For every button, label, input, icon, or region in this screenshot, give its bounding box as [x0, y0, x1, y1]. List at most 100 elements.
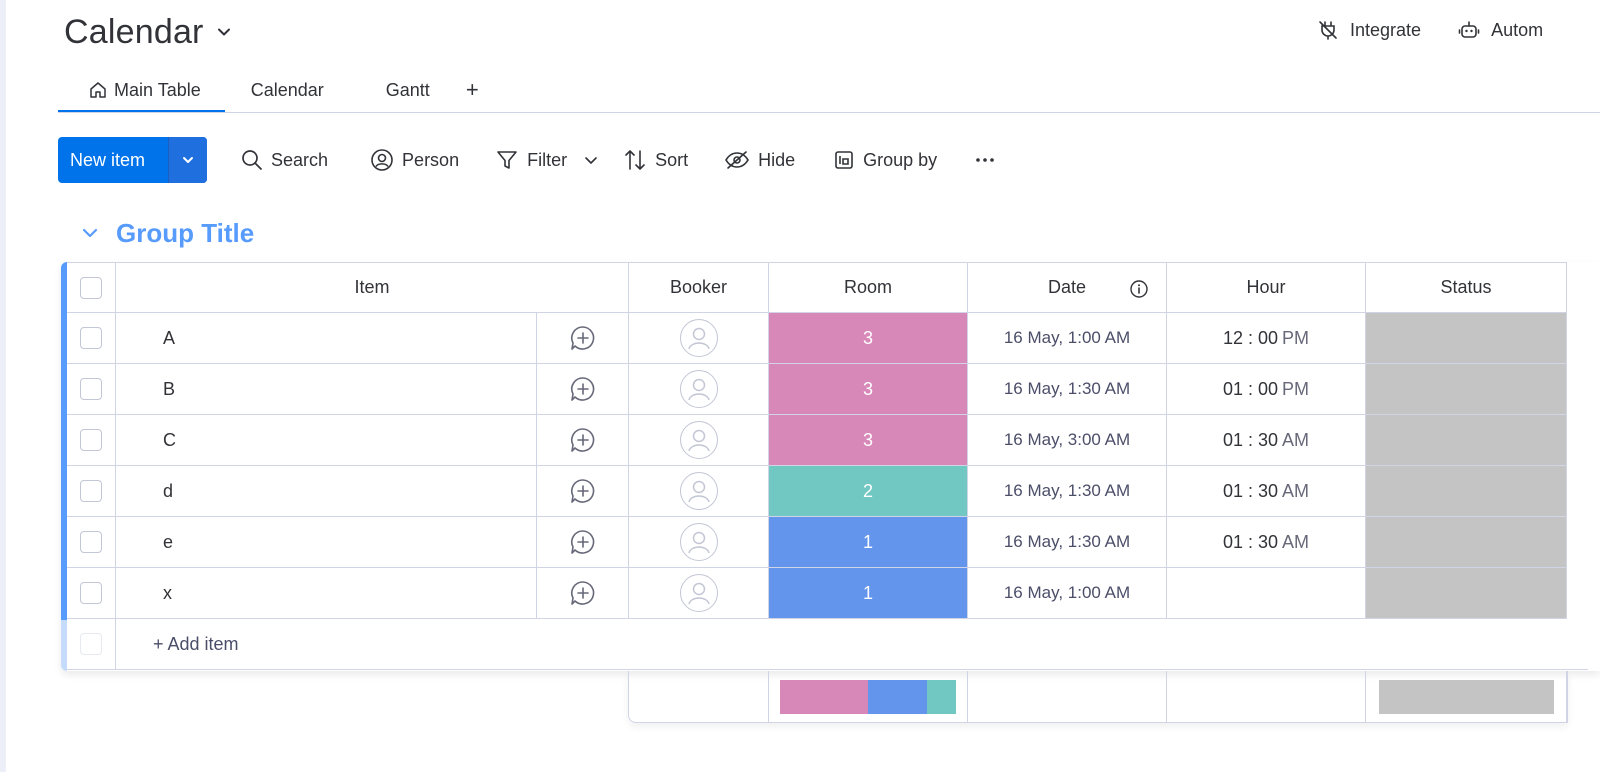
sort-button[interactable]: Sort — [623, 137, 688, 183]
room-cell[interactable]: 3 — [769, 364, 968, 414]
row-checkbox[interactable] — [80, 582, 102, 604]
add-item-cell[interactable]: + Add item — [116, 619, 1588, 669]
status-cell[interactable] — [1366, 415, 1567, 465]
add-update-button[interactable] — [537, 466, 629, 516]
avatar[interactable] — [679, 421, 718, 459]
date-cell[interactable]: 16 May, 3:00 AM — [968, 415, 1167, 465]
row-checkbox[interactable] — [80, 378, 102, 400]
add-update-button[interactable] — [537, 517, 629, 567]
add-view-button[interactable]: + — [465, 77, 479, 102]
room-cell[interactable]: 2 — [769, 466, 968, 516]
booker-cell[interactable] — [629, 466, 769, 516]
avatar[interactable] — [679, 574, 718, 612]
hour-cell[interactable]: 01 : 00 PM — [1167, 364, 1366, 414]
filter-dropdown-button[interactable] — [583, 137, 599, 183]
row-checkbox[interactable] — [80, 429, 102, 451]
column-header-item-label: Item — [354, 277, 390, 297]
avatar[interactable] — [679, 370, 718, 408]
status-cell[interactable] — [1366, 517, 1567, 567]
booker-cell[interactable] — [629, 517, 769, 567]
hour-cell[interactable]: 01 : 30 AM — [1167, 415, 1366, 465]
column-header-hour[interactable]: Hour — [1167, 263, 1366, 312]
board-title[interactable]: Calendar — [64, 10, 234, 54]
date-cell[interactable]: 16 May, 1:30 AM — [968, 517, 1167, 567]
search-button[interactable]: Search — [241, 137, 328, 183]
integrate-button[interactable]: Integrate — [1316, 18, 1421, 42]
date-cell[interactable]: 16 May, 1:00 AM — [968, 313, 1167, 363]
column-header-booker[interactable]: Booker — [629, 263, 769, 312]
tab-main-table[interactable]: Main Table — [58, 68, 225, 112]
column-header-date[interactable]: Date — [968, 263, 1167, 312]
item-name-cell[interactable]: x — [116, 568, 537, 618]
automate-button[interactable]: Autom — [1457, 18, 1543, 42]
hour-value: 01 : 30 — [1222, 429, 1279, 450]
date-value: 16 May, 1:00 AM — [1003, 328, 1131, 347]
group-by-button[interactable]: Group by — [833, 137, 937, 183]
summary-status[interactable] — [1366, 671, 1567, 722]
room-cell[interactable]: 3 — [769, 415, 968, 465]
select-all-checkbox[interactable] — [80, 276, 102, 299]
summary-room[interactable] — [769, 671, 968, 722]
date-cell[interactable]: 16 May, 1:30 AM — [968, 466, 1167, 516]
more-options-button[interactable] — [973, 137, 997, 183]
item-name-cell[interactable]: B — [116, 364, 537, 414]
item-name-cell[interactable]: C — [116, 415, 537, 465]
tab-calendar[interactable]: Calendar — [225, 68, 354, 112]
booker-cell[interactable] — [629, 568, 769, 618]
new-item-button[interactable]: New item — [58, 137, 168, 183]
row-checkbox[interactable] — [80, 480, 102, 502]
item-name[interactable]: e — [163, 531, 174, 552]
item-name[interactable]: C — [163, 429, 176, 450]
column-header-status[interactable]: Status — [1366, 263, 1567, 312]
item-name[interactable]: x — [163, 582, 172, 603]
avatar[interactable] — [679, 472, 718, 510]
add-item-button[interactable]: + Add item — [153, 633, 239, 654]
add-update-button[interactable] — [537, 313, 629, 363]
tab-gantt[interactable]: Gantt — [354, 68, 444, 112]
status-cell[interactable] — [1366, 364, 1567, 414]
hour-cell[interactable]: 12 : 00 PM — [1167, 313, 1366, 363]
status-distribution-bar[interactable] — [1378, 679, 1554, 714]
status-cell[interactable] — [1366, 568, 1567, 618]
add-update-button[interactable] — [537, 568, 629, 618]
hour-cell[interactable] — [1167, 568, 1366, 618]
booker-cell[interactable] — [629, 364, 769, 414]
item-name-cell[interactable]: e — [116, 517, 537, 567]
booker-cell[interactable] — [629, 313, 769, 363]
add-update-button[interactable] — [537, 364, 629, 414]
add-update-button[interactable] — [537, 415, 629, 465]
avatar[interactable] — [679, 319, 718, 357]
new-item-dropdown-button[interactable] — [168, 137, 207, 183]
person-placeholder-icon — [687, 480, 710, 503]
chevron-down-icon[interactable] — [80, 223, 100, 243]
person-filter-button[interactable]: Person — [370, 137, 459, 183]
item-name[interactable]: B — [163, 378, 176, 399]
item-name-cell[interactable]: d — [116, 466, 537, 516]
booker-cell[interactable] — [629, 415, 769, 465]
room-cell[interactable]: 1 — [769, 517, 968, 567]
column-header-item[interactable]: Item — [116, 263, 629, 312]
filter-button[interactable]: Filter — [495, 137, 567, 183]
room-distribution-segment — [780, 679, 868, 714]
row-checkbox[interactable] — [80, 531, 102, 553]
group-title-text[interactable]: Group Title — [116, 217, 255, 248]
group-header[interactable]: Group Title — [80, 214, 254, 252]
date-cell[interactable]: 16 May, 1:30 AM — [968, 364, 1167, 414]
item-name-cell[interactable]: A — [116, 313, 537, 363]
status-cell[interactable] — [1366, 313, 1567, 363]
info-icon[interactable] — [1129, 279, 1149, 299]
room-cell[interactable]: 3 — [769, 313, 968, 363]
item-name[interactable]: A — [163, 327, 176, 348]
row-checkbox[interactable] — [80, 327, 102, 349]
room-cell[interactable]: 1 — [769, 568, 968, 618]
hour-cell[interactable]: 01 : 30 AM — [1167, 466, 1366, 516]
date-value: 16 May, 1:00 AM — [1003, 583, 1131, 602]
hour-cell[interactable]: 01 : 30 AM — [1167, 517, 1366, 567]
avatar[interactable] — [679, 523, 718, 561]
status-cell[interactable] — [1366, 466, 1567, 516]
column-header-room[interactable]: Room — [769, 263, 968, 312]
item-name[interactable]: d — [163, 480, 174, 501]
date-cell[interactable]: 16 May, 1:00 AM — [968, 568, 1167, 618]
hide-button[interactable]: Hide — [724, 137, 795, 183]
room-distribution-bar[interactable] — [780, 679, 956, 714]
